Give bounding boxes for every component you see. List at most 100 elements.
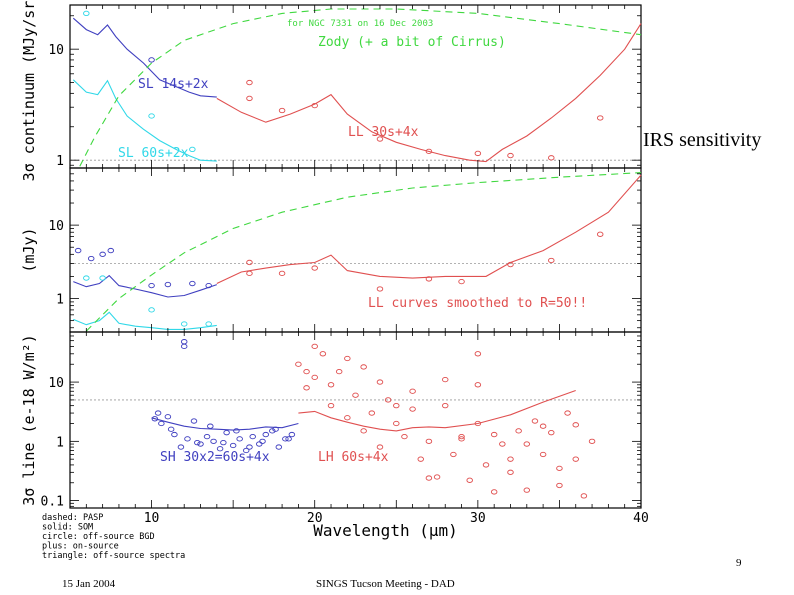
panel-frame-bottom <box>69 331 642 509</box>
data-point-bottom-red <box>441 376 449 383</box>
data-point-bottom-red <box>523 487 531 493</box>
footer-title: SINGS Tucson Meeting - DAD <box>316 578 455 590</box>
data-point-top-red <box>474 150 482 157</box>
data-point-middle-cyan <box>99 275 106 281</box>
data-point-middle-cyan <box>205 321 212 327</box>
axis-ticks <box>70 5 641 508</box>
data-point-bottom-blue <box>288 431 296 438</box>
data-point-bottom-red <box>441 403 449 409</box>
series-lines <box>72 8 642 432</box>
data-point-bottom-red <box>490 489 498 495</box>
data-point-top-red <box>311 102 318 109</box>
annotation-lh: LH 60s+4x <box>318 450 389 465</box>
y-tick-label-top: 10 <box>48 43 64 58</box>
data-point-bottom-blue <box>167 426 175 432</box>
panel-frames <box>69 4 642 509</box>
data-point-bottom-blue <box>210 438 217 444</box>
x-tick-label: 30 <box>470 511 486 526</box>
data-point-bottom-blue <box>249 433 256 440</box>
data-point-bottom-red <box>376 444 384 450</box>
data-point-bottom-red <box>393 420 400 427</box>
data-point-bottom-blue <box>272 426 279 432</box>
y-tick-label-bottom: 0.1 <box>41 495 64 510</box>
data-point-bottom-blue <box>194 440 201 446</box>
data-point-top-red <box>596 115 604 121</box>
annotation-sl-60s: SL 60s+2x <box>118 146 189 161</box>
legend-line: triangle: off-source spectra <box>42 551 185 561</box>
data-point-bottom-red <box>319 351 327 357</box>
data-point-top-blue <box>148 57 155 63</box>
data-point-bottom-red <box>335 368 343 375</box>
data-point-bottom-red <box>564 410 571 416</box>
data-point-bottom-red <box>539 423 547 429</box>
data-point-bottom-red <box>311 343 318 350</box>
data-point-bottom-blue <box>259 438 266 444</box>
data-point-middle-blue <box>205 282 212 289</box>
annotations: 1 10 3σ continuum (MJy/sr) 1 10 (mJy) 0.1 1 10 3σ… <box>20 0 649 561</box>
data-point-top-red <box>376 136 384 142</box>
data-point-bottom-red <box>344 415 351 421</box>
x-axis-label: Wavelength (μm) <box>313 521 458 540</box>
data-point-bottom-red <box>425 475 433 481</box>
y-axis-label-bottom: 3σ line (e-18 W/m²) <box>20 334 38 506</box>
x-tick-label: 10 <box>144 511 160 526</box>
data-point-bottom-red <box>572 422 579 428</box>
legend-line: solid: SOM <box>42 523 93 533</box>
data-point-bottom-red <box>409 406 416 412</box>
data-point-bottom-blue <box>220 440 227 446</box>
footer-date: 15 Jan 2004 <box>62 578 116 590</box>
data-point-top-red <box>425 148 433 155</box>
data-point-bottom-red <box>458 433 465 440</box>
data-point-bottom-red <box>588 438 596 444</box>
data-points <box>74 10 604 499</box>
data-point-bottom-blue <box>236 436 243 442</box>
series-line-top-cyan <box>72 79 217 162</box>
data-point-bottom-blue <box>180 339 188 345</box>
data-point-bottom-blue <box>246 444 253 450</box>
data-point-bottom-blue <box>207 423 214 429</box>
data-point-top-red <box>278 107 286 114</box>
data-point-bottom-blue <box>184 436 191 442</box>
data-point-bottom-red <box>295 361 302 367</box>
data-point-bottom-red <box>474 382 482 388</box>
x-tick-label: 40 <box>633 511 649 526</box>
data-point-middle-red <box>596 231 604 237</box>
y-tick-label-bottom: 10 <box>48 376 64 391</box>
data-point-bottom-red <box>368 410 376 416</box>
data-point-middle-blue <box>164 281 172 288</box>
data-point-bottom-blue <box>177 444 185 450</box>
y-tick-label-bottom: 1 <box>56 435 64 450</box>
data-point-bottom-blue <box>158 420 165 427</box>
series-line-top-red <box>216 23 642 163</box>
series-line-middle-cyan <box>73 311 217 330</box>
annotation-header: for NGC 7331 on 16 Dec 2003 <box>287 19 433 29</box>
data-point-middle-red <box>246 270 253 277</box>
y-axis-label-top: 3σ continuum (MJy/sr) <box>20 0 38 181</box>
data-point-bottom-blue <box>197 441 204 447</box>
data-point-bottom-red <box>393 403 400 409</box>
data-point-bottom-blue <box>154 410 162 416</box>
series-line-middle-blue <box>73 274 217 298</box>
y-axis-label-middle: (mJy) <box>20 227 38 272</box>
x-tick-label: 20 <box>307 511 323 526</box>
data-point-middle-blue <box>189 280 196 287</box>
data-point-bottom-red <box>556 482 563 489</box>
data-point-top-cyan <box>148 113 155 119</box>
data-point-bottom-red <box>433 474 441 480</box>
annotation-sl-14s: SL 14s+2x <box>138 77 209 92</box>
data-point-middle-red <box>311 265 318 271</box>
data-point-bottom-blue <box>203 433 211 440</box>
series-line-middle-red <box>216 174 642 284</box>
data-point-top-red <box>548 155 555 161</box>
data-point-bottom-red <box>352 392 359 398</box>
data-point-bottom-red <box>303 385 310 391</box>
data-point-bottom-blue <box>275 444 283 450</box>
data-point-bottom-blue <box>285 436 292 442</box>
data-point-top-red <box>507 152 514 159</box>
data-point-bottom-red <box>311 374 318 381</box>
data-point-top-red <box>246 95 253 102</box>
data-point-bottom-red <box>327 403 335 409</box>
data-point-bottom-red <box>466 477 473 483</box>
series-line-top-green <box>79 8 642 167</box>
data-point-middle-blue <box>107 247 115 254</box>
